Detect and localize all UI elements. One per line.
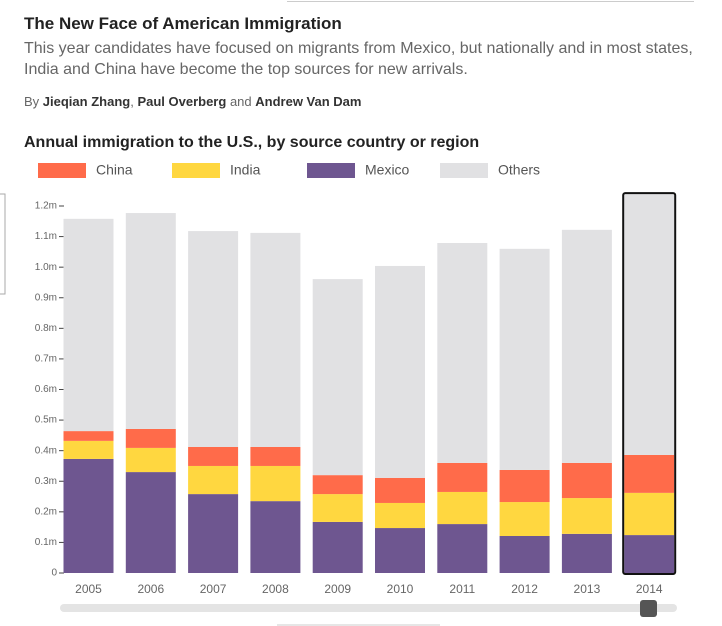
bar-segment <box>624 194 675 455</box>
bar-segment <box>561 229 612 463</box>
legend-swatch <box>172 163 220 178</box>
author[interactable]: Jieqian Zhang <box>42 94 131 109</box>
bar-segment <box>561 498 612 534</box>
y-tick-label: 1.0m <box>35 262 57 273</box>
x-tick-label: 2008 <box>262 582 289 596</box>
legend-swatch <box>307 163 355 178</box>
x-tick-label: 2010 <box>387 582 414 596</box>
bar-segment <box>250 446 301 466</box>
subtitle: This year candidates have focused on mig… <box>24 40 693 78</box>
legend-label: China <box>96 162 133 178</box>
author[interactable]: Andrew Van Dam <box>255 94 362 109</box>
y-tick-label: 0.3m <box>35 476 57 487</box>
bar-segment <box>125 428 176 448</box>
slider-handle[interactable] <box>640 600 657 617</box>
bar-segment <box>624 454 675 493</box>
bar-segment <box>561 533 612 573</box>
bar-segment <box>125 213 176 429</box>
chart-title: Annual immigration to the U.S., by sourc… <box>24 134 479 151</box>
x-tick-label: 2011 <box>449 582 475 596</box>
bar-segment <box>188 446 239 466</box>
bar-segment <box>375 265 425 478</box>
bar-segment <box>250 501 301 573</box>
header: The New Face of American Immigration Thi… <box>24 0 704 109</box>
bar-segment <box>63 218 114 432</box>
legend-label: India <box>230 162 261 178</box>
legend-swatch <box>38 163 86 178</box>
bar-segment <box>437 243 488 463</box>
bar-segment <box>375 477 425 503</box>
bar-segment <box>624 492 675 536</box>
bar-segment <box>125 472 176 573</box>
bar-segment <box>125 447 176 473</box>
bar-segment <box>624 535 675 573</box>
y-tick-label: 0.2m <box>35 506 57 517</box>
bar-segment <box>437 524 488 573</box>
bar-segment <box>499 502 550 536</box>
bar-segment <box>312 494 363 522</box>
y-tick-label: 0.6m <box>35 384 57 395</box>
author[interactable]: Paul Overberg <box>137 94 227 109</box>
y-tick-label: 0.9m <box>35 292 57 303</box>
bar-segment <box>375 502 425 529</box>
y-tick-label: 0.4m <box>35 445 57 456</box>
y-tick-label: 1.1m <box>35 231 57 242</box>
bar-segment <box>437 491 488 525</box>
legend-label: Mexico <box>365 162 410 178</box>
byline: By Jieqian Zhang, Paul Overberg and Andr… <box>24 94 362 109</box>
selected-outline[interactable] <box>622 192 677 575</box>
bar-segment <box>63 440 114 459</box>
y-tick-label: 0.7m <box>35 354 57 365</box>
byline-by: By <box>24 94 40 109</box>
bar-segment <box>561 462 612 499</box>
bar-segment <box>250 232 301 447</box>
bar-segment <box>63 458 114 573</box>
side-panel <box>0 193 6 295</box>
y-tick-label: 0 <box>51 568 57 579</box>
bar-segment <box>188 231 239 447</box>
y-tick-label: 0.1m <box>35 537 57 548</box>
headline: The New Face of American Immigration <box>24 14 342 33</box>
bar-segment <box>312 475 363 495</box>
byline-and: and <box>229 94 252 109</box>
legend-swatch <box>440 163 488 178</box>
bar-segment <box>499 469 550 503</box>
bar-segment <box>188 465 239 495</box>
y-tick-label: 0.5m <box>35 415 57 426</box>
bar-segment <box>63 431 114 441</box>
x-tick-label: 2014 <box>636 582 663 596</box>
x-tick-label: 2007 <box>200 582 227 596</box>
bar-segment <box>188 494 239 573</box>
x-tick-label: 2009 <box>324 582 351 596</box>
x-tick-label: 2005 <box>75 582 102 596</box>
y-tick-label: 1.2m <box>35 201 57 212</box>
bar-segment <box>375 528 425 573</box>
bar-segment <box>499 248 550 470</box>
bar-segment <box>437 462 488 492</box>
bar-segment <box>499 535 550 573</box>
x-tick-label: 2012 <box>511 582 538 596</box>
legend-label: Others <box>498 162 540 178</box>
x-tick-label: 2006 <box>137 582 164 596</box>
bar-segment <box>312 279 363 476</box>
bar-segment <box>250 465 301 502</box>
x-tick-label: 2013 <box>574 582 601 596</box>
bar-segment <box>312 521 363 573</box>
y-tick-label: 0.8m <box>35 323 57 334</box>
